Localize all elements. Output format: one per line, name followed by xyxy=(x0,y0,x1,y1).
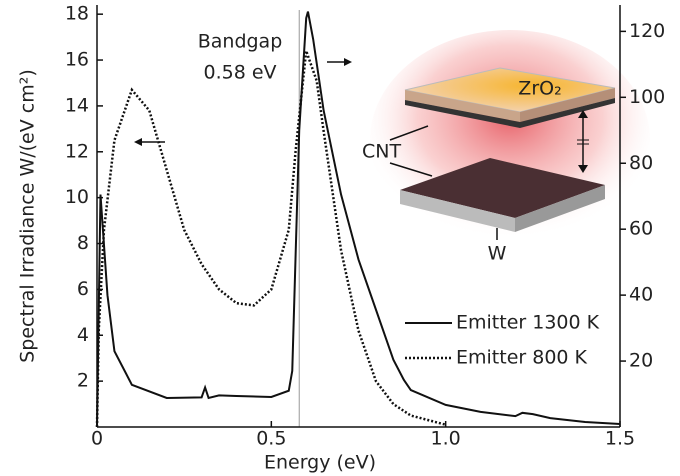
y-tick-label: 14 xyxy=(65,94,89,116)
legend-label: Emitter 800 K xyxy=(456,347,588,369)
series-line xyxy=(96,11,621,428)
annotation: Bandgap xyxy=(198,31,283,53)
y2-tick-label: 80 xyxy=(629,152,653,174)
y2-tick-label: 100 xyxy=(629,86,665,108)
y-tick-label: 6 xyxy=(77,278,89,300)
y-tick-label: 8 xyxy=(77,232,89,254)
x-axis-label: Energy (eV) xyxy=(264,452,376,474)
y-tick-label: 10 xyxy=(65,186,89,208)
y-tick-label: 12 xyxy=(65,140,89,162)
x-tick-label: 1.0 xyxy=(431,428,461,450)
y-tick-label: 2 xyxy=(77,370,89,392)
x-tick-label: 0 xyxy=(91,428,103,450)
inset-label: W xyxy=(488,243,507,265)
y-axis-label: Spectral Irradiance W/(eV cm²) xyxy=(17,69,39,363)
series-line xyxy=(95,50,446,428)
y2-tick-label: 40 xyxy=(629,284,653,306)
annotation: 0.58 eV xyxy=(203,62,276,84)
x-tick-label: 0.5 xyxy=(256,428,286,450)
x-tick-label: 1.5 xyxy=(605,428,635,450)
y2-tick-label: 120 xyxy=(629,20,665,42)
inset-label: CNT xyxy=(362,141,401,163)
arrows xyxy=(134,58,352,146)
inset-label: ZrO₂ xyxy=(518,78,561,100)
y-tick-label: 4 xyxy=(77,324,89,346)
y-tick-label: 16 xyxy=(65,49,89,71)
y2-tick-label: 60 xyxy=(629,218,653,240)
inset-illustration xyxy=(370,30,650,250)
y-tick-label: 18 xyxy=(65,3,89,25)
y2-tick-label: 20 xyxy=(629,350,653,372)
legend-label: Emitter 1300 K xyxy=(456,312,600,334)
